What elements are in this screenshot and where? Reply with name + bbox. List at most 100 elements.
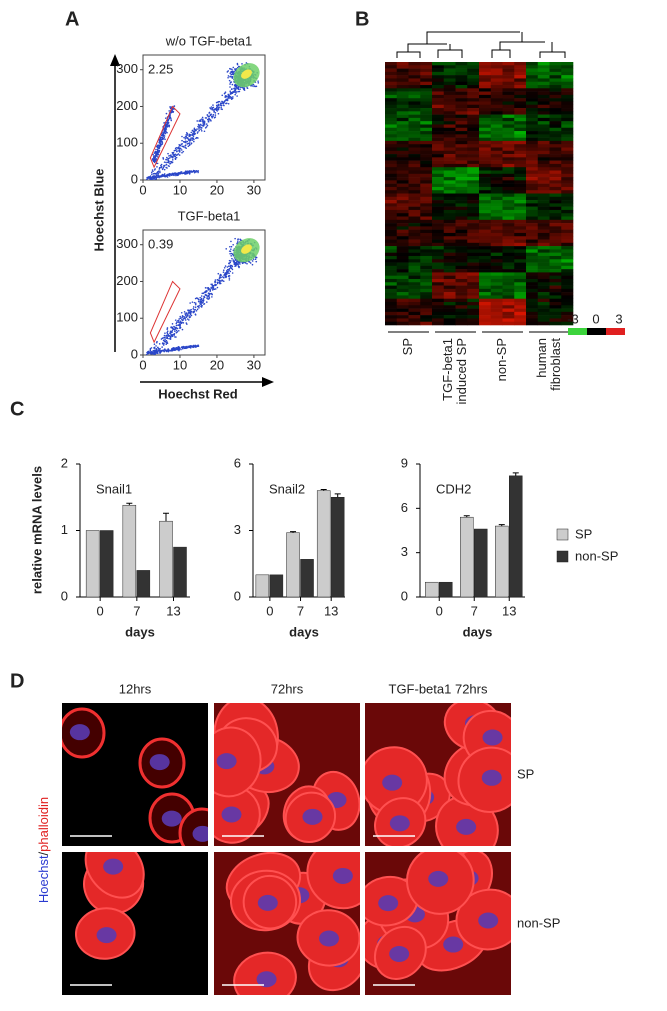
- heatmap-cell: [432, 311, 445, 316]
- heatmap-cell: [526, 219, 539, 224]
- event-dot: [216, 279, 219, 281]
- heatmap-cell: [490, 252, 503, 257]
- heatmap-cell: [561, 269, 574, 273]
- heatmap-cell: [490, 209, 503, 214]
- heatmap-cell: [385, 292, 398, 296]
- heatmap-cell: [432, 147, 445, 152]
- heatmap-cell: [443, 311, 456, 316]
- heatmap-cell: [549, 288, 562, 293]
- event-dot: [160, 166, 162, 169]
- heatmap-cell: [561, 246, 574, 250]
- heatmap-cell: [537, 140, 550, 145]
- heatmap-cell: [455, 108, 468, 112]
- event-dot: [194, 345, 197, 347]
- heatmap-cell: [385, 242, 398, 247]
- heatmap-cell: [455, 236, 468, 240]
- heatmap-cell: [385, 157, 398, 161]
- heatmap-cell: [561, 124, 574, 129]
- heatmap-cell: [467, 134, 480, 138]
- heatmap-cell: [396, 242, 409, 247]
- heatmap-cell: [537, 206, 550, 211]
- event-dot: [183, 317, 186, 319]
- heatmap-cell: [420, 170, 433, 175]
- bar: [316, 490, 331, 598]
- bar: [159, 520, 173, 598]
- event-dot: [192, 137, 194, 140]
- micrograph: [365, 852, 511, 995]
- event-dot: [150, 171, 153, 174]
- heatmap-cell: [514, 108, 527, 112]
- heatmap-cell: [514, 163, 527, 168]
- event-dot: [217, 103, 220, 106]
- nucleus: [482, 729, 503, 746]
- heatmap-cell: [432, 134, 445, 138]
- heatmap-cell: [455, 121, 468, 125]
- nucleus: [428, 870, 449, 887]
- heatmap-cell: [443, 275, 456, 280]
- heatmap-cell: [432, 229, 445, 234]
- heatmap-cell: [455, 229, 468, 234]
- event-dot: [179, 317, 182, 320]
- event-dot: [193, 140, 195, 143]
- heatmap-cell: [455, 85, 468, 89]
- heatmap-cell: [526, 167, 539, 171]
- heatmap-cell: [490, 298, 503, 303]
- heatmap-cell: [561, 94, 574, 99]
- heatmap-cell: [396, 104, 409, 109]
- event-dot: [162, 166, 165, 169]
- heatmap-cell: [408, 124, 421, 129]
- heatmap-cell: [420, 91, 433, 96]
- heatmap-cell: [549, 131, 562, 135]
- heatmap-cell: [514, 311, 527, 316]
- plot-title: TGF-beta1: [178, 208, 241, 223]
- event-dot: [177, 147, 180, 150]
- heatmap-cell: [537, 186, 550, 191]
- heatmap-cell: [561, 154, 574, 158]
- heatmap-cell: [526, 321, 539, 326]
- heatmap-cell: [396, 308, 409, 313]
- event-dot: [185, 315, 187, 317]
- event-dot: [251, 85, 253, 87]
- panel-letter: A: [65, 8, 79, 30]
- event-dot: [184, 146, 186, 149]
- heatmap-cell: [526, 278, 539, 283]
- heatmap-cell: [408, 193, 421, 198]
- event-dot: [207, 288, 210, 291]
- heatmap-cell: [479, 190, 492, 194]
- heatmap-cell: [479, 124, 492, 129]
- event-dot: [151, 169, 154, 171]
- event-dot: [200, 295, 203, 297]
- heatmap-cell: [455, 117, 468, 122]
- heatmap-cell: [455, 213, 468, 217]
- heatmap-cell: [537, 193, 550, 198]
- y-tick-label: 6: [234, 455, 241, 470]
- heatmap-cell: [443, 213, 456, 217]
- heatmap-cell: [479, 144, 492, 148]
- heatmap-cell: [479, 269, 492, 273]
- heatmap-cell: [514, 88, 527, 92]
- heatmap-cell: [443, 177, 456, 181]
- heatmap-cell: [514, 183, 527, 188]
- heatmap-cell: [537, 262, 550, 267]
- event-dot: [254, 258, 257, 261]
- heatmap-cell: [420, 111, 433, 115]
- heatmap-cell: [408, 68, 421, 73]
- event-dot: [173, 149, 176, 152]
- heatmap-cell: [549, 144, 562, 148]
- heatmap-cell: [502, 265, 515, 270]
- heatmap-cell: [502, 219, 515, 224]
- x-tick-label: 0: [266, 603, 273, 618]
- event-dot: [228, 94, 231, 96]
- event-dot: [152, 170, 154, 173]
- heatmap-cell: [490, 91, 503, 96]
- heatmap-cell: [443, 265, 456, 270]
- event-dot: [206, 290, 208, 292]
- event-dot: [173, 334, 176, 336]
- event-dot: [149, 183, 151, 185]
- heatmap-cell: [502, 295, 515, 299]
- heatmap-cell: [490, 305, 503, 309]
- heatmap-cell: [502, 275, 515, 280]
- heatmap-cell: [537, 308, 550, 313]
- event-dot: [166, 342, 169, 344]
- event-dot: [204, 294, 207, 296]
